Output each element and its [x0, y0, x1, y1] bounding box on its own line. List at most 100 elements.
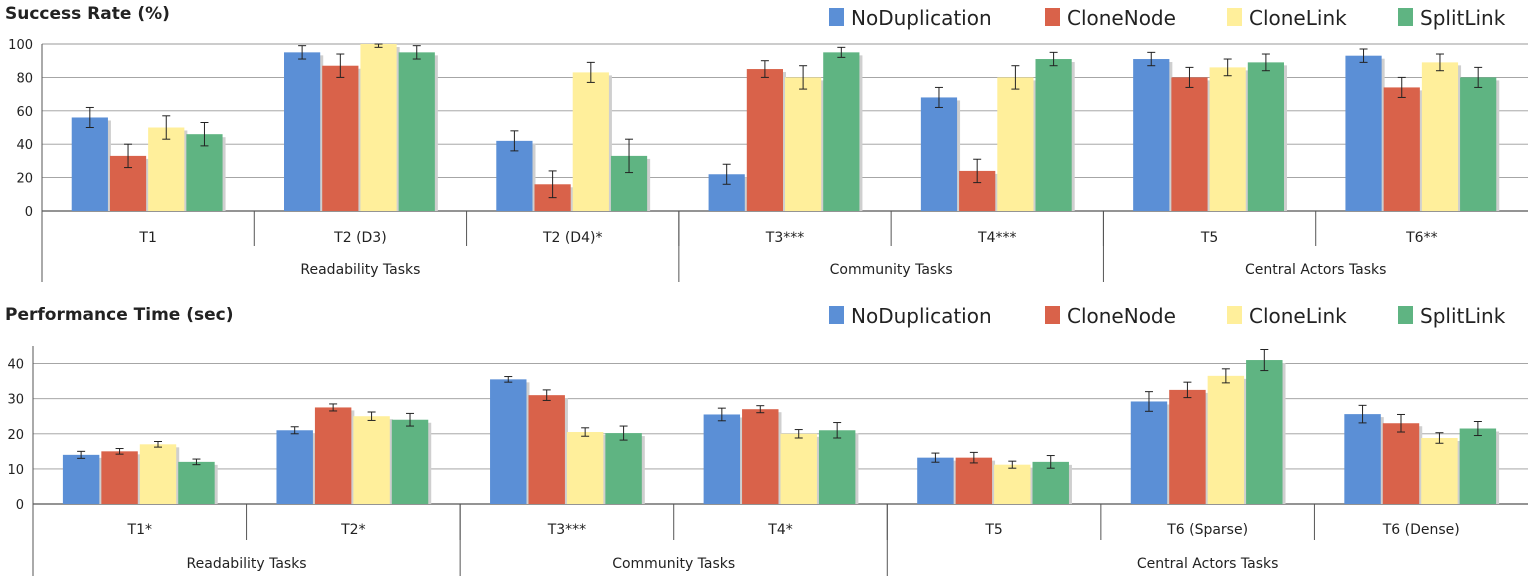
- bar: [1130, 401, 1168, 504]
- y-tick-label: 10: [7, 463, 24, 478]
- error-bar: [162, 115, 171, 140]
- error-bar: [717, 407, 726, 422]
- chart-title: Success Rate (%): [5, 4, 170, 24]
- performance-time-chart: Performance Time (sec) NoDuplication Clon…: [5, 304, 1528, 576]
- x-tick-label: T1*: [127, 522, 152, 538]
- x-tick-label: T6**: [1405, 230, 1437, 246]
- legend-item: CloneLink: [1227, 304, 1347, 328]
- bar: [322, 65, 359, 212]
- bar: [994, 464, 1031, 504]
- error-bar: [154, 441, 163, 448]
- error-bar: [1474, 66, 1483, 88]
- legend-item: SplitLink: [1398, 6, 1506, 30]
- error-bar: [1359, 48, 1368, 63]
- bar: [1209, 67, 1246, 211]
- y-tick-label: 40: [7, 358, 24, 373]
- error-bar: [374, 43, 383, 48]
- legend-swatch: [1227, 8, 1242, 26]
- success-rate-chart: Success Rate (%) NoDuplication CloneNode C…: [5, 4, 1528, 282]
- group-label: Readability Tasks: [300, 262, 420, 278]
- bar: [391, 419, 429, 504]
- legend-item: NoDuplication: [829, 6, 992, 30]
- bar: [566, 432, 604, 504]
- x-tick-label: T2*: [340, 522, 365, 538]
- bar: [920, 97, 958, 211]
- x-tick-label: T2 (D4)*: [542, 230, 603, 246]
- error-bar: [1397, 76, 1406, 98]
- bar: [1345, 55, 1382, 211]
- x-tick-label: T6 (Sparse): [1166, 522, 1248, 538]
- error-bar: [192, 458, 201, 466]
- bar: [780, 433, 817, 504]
- bar: [139, 444, 177, 504]
- error-bar: [1221, 368, 1230, 384]
- bar: [398, 52, 435, 211]
- error-bar: [406, 412, 415, 427]
- legend-label: CloneNode: [1067, 6, 1176, 30]
- error-bar: [1435, 432, 1444, 444]
- x-tick-label: T3***: [547, 522, 586, 538]
- bar: [1382, 423, 1420, 504]
- legend-label: SplitLink: [1420, 304, 1506, 328]
- error-bar: [1260, 349, 1269, 372]
- x-tick-label: T6 (Dense): [1382, 522, 1460, 538]
- error-bar: [290, 426, 299, 435]
- error-bar: [1049, 51, 1058, 67]
- bar: [605, 433, 642, 504]
- legend-swatch: [1398, 306, 1413, 324]
- bar: [1035, 59, 1072, 211]
- error-bar: [722, 163, 731, 185]
- bar: [1459, 428, 1497, 504]
- bar: [496, 140, 533, 211]
- error-bar: [760, 60, 769, 78]
- bar: [490, 379, 527, 504]
- bar: [1246, 360, 1283, 504]
- bar: [917, 457, 954, 504]
- error-bar: [586, 61, 595, 83]
- y-tick-label: 20: [7, 428, 24, 443]
- bar: [997, 77, 1034, 212]
- group-label: Community Tasks: [612, 556, 735, 572]
- error-bar: [336, 53, 345, 78]
- error-bar: [1183, 381, 1192, 399]
- group-label: Central Actors Tasks: [1245, 262, 1387, 278]
- error-bar: [298, 45, 307, 60]
- error-bar: [1435, 53, 1444, 72]
- legend-item: CloneLink: [1227, 6, 1347, 30]
- bar: [1344, 414, 1381, 504]
- x-tick-label: T2 (D3): [333, 230, 387, 246]
- bar: [71, 117, 108, 211]
- bar: [823, 52, 860, 211]
- legend-item: CloneNode: [1045, 304, 1176, 328]
- bar: [1383, 87, 1420, 211]
- bar: [1207, 375, 1245, 504]
- legend-label: CloneLink: [1249, 304, 1347, 328]
- bar: [360, 44, 397, 211]
- error-bar: [200, 121, 209, 147]
- error-bar: [367, 411, 376, 421]
- error-bar: [77, 450, 86, 459]
- error-bar: [548, 170, 557, 199]
- error-bar: [329, 403, 338, 412]
- x-tick-label: T4***: [977, 230, 1016, 246]
- bar: [62, 454, 100, 504]
- error-bar: [1473, 420, 1482, 437]
- y-tick-label: 0: [16, 498, 24, 513]
- error-bar: [124, 143, 133, 169]
- bar: [1171, 77, 1208, 212]
- error-bar: [510, 130, 519, 152]
- error-bar: [1358, 404, 1367, 424]
- error-bar: [1046, 455, 1055, 469]
- group-label: Readability Tasks: [187, 556, 307, 572]
- error-bar: [1008, 460, 1017, 469]
- error-bar: [934, 86, 943, 108]
- error-bar: [1223, 58, 1232, 77]
- error-bar: [969, 451, 978, 464]
- bar: [1032, 461, 1069, 504]
- legend-swatch: [829, 306, 844, 324]
- bar: [528, 395, 565, 504]
- bar: [818, 430, 856, 504]
- bar: [785, 77, 822, 212]
- x-tick-label: T4*: [767, 522, 792, 538]
